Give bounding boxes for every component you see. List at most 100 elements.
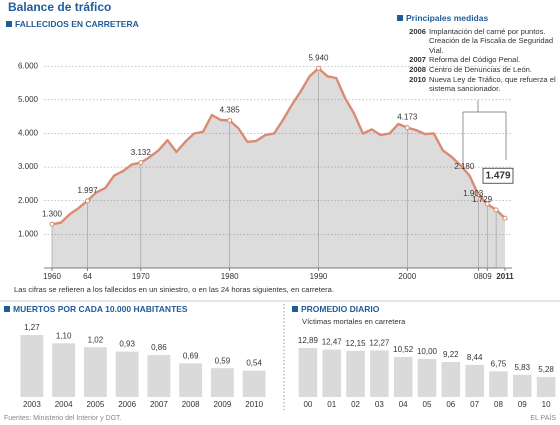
x-tick-label: 02 [351, 400, 360, 409]
measure-year: 2008 [409, 64, 426, 74]
measures-title: Principales medidas [397, 13, 559, 24]
value-label: 1,10 [56, 331, 72, 340]
y-tick-label: 5.000 [18, 95, 39, 104]
point [475, 192, 481, 198]
x-tick-label: 03 [375, 400, 384, 409]
value-label: 4.173 [397, 113, 418, 122]
y-tick-label: 1.000 [18, 229, 39, 238]
source: Fuentes: Ministerio del Interior y DGT. [4, 415, 122, 422]
x-tick-label: 1990 [310, 272, 328, 281]
point [85, 198, 91, 204]
chart-title: FALLECIDOS EN CARRETERA [15, 19, 139, 29]
bar [242, 370, 266, 397]
bar [465, 364, 484, 397]
x-tick-label: 2004 [55, 400, 73, 409]
bar [179, 363, 203, 397]
area-fill [52, 68, 505, 268]
value-label: 1,27 [24, 323, 40, 332]
bar [210, 368, 234, 397]
value-label: 5,83 [514, 363, 530, 372]
value-label: 0,59 [215, 356, 231, 365]
x-tick-label: 08 [494, 400, 503, 409]
point [404, 125, 410, 131]
bar [417, 358, 437, 397]
x-tick-label: 2008 [182, 400, 200, 409]
x-tick-label: 01 [327, 400, 336, 409]
measure: 2007 Reforma del Código Penal. [397, 55, 559, 65]
label-box [482, 167, 514, 184]
x-tick-label: 2000 [398, 272, 416, 281]
value-label: 5.940 [308, 53, 329, 62]
bar [147, 355, 171, 397]
measure-text: Centro de Denuncias de León. [429, 64, 533, 74]
bar [52, 343, 76, 397]
bullet [4, 306, 10, 312]
bar [346, 350, 365, 397]
plot: 1.000 2.000 3.000 4.000 5.000 6.000 1960 64 1970… [18, 53, 514, 281]
x-tick-label: 2011 [496, 272, 514, 281]
chart-title: MUERTOS POR CADA 10.000 HABITANTES [13, 304, 188, 314]
value-label: 1.997 [78, 186, 99, 195]
value-label: 1.479 [485, 170, 510, 181]
x-tick-label: 2009 [213, 400, 231, 409]
point [138, 160, 144, 166]
bullet [6, 21, 12, 27]
value-label: 10,00 [417, 347, 438, 356]
bar [115, 351, 139, 397]
x-tick-label: 2005 [86, 400, 104, 409]
value-label: 6,75 [491, 359, 507, 368]
bar [512, 374, 532, 397]
measure: 2006 Implantación del carné por puntos. C… [397, 27, 559, 56]
line [51, 67, 506, 226]
measure-text: Nueva Ley de Tráfico, que refuerza el si… [429, 74, 556, 94]
x-tick-label: 08 [474, 272, 483, 281]
measure-text: Reforma del Código Penal. [429, 55, 521, 65]
value-label: 2.180 [454, 162, 475, 171]
x-tick-label: 07 [470, 400, 479, 409]
bar-chart: 1,27 2003 1,10 2004 1,02 2005 0,93 2006 0,86 2007… [20, 323, 266, 409]
value-label: 1.903 [463, 189, 484, 198]
measures: Principales medidas 2006 Implantación del… [397, 13, 559, 94]
point [502, 215, 508, 221]
bar [322, 349, 342, 397]
bar [20, 335, 44, 397]
x-tick-label: 00 [303, 400, 312, 409]
bar [441, 361, 461, 397]
measure: 2008 Centro de Denuncias de León. [397, 65, 559, 75]
x-tick-label: 09 [483, 272, 492, 281]
bar-chart: 12,89 00 12,47 01 12,15 02 12,27 03 10,52 04 10,00… [298, 336, 556, 409]
x-tick-label: 09 [518, 400, 527, 409]
chart-subtitle: Víctimas mortales en carretera [302, 317, 406, 326]
value-label: 12,89 [298, 336, 319, 345]
bar [83, 347, 107, 397]
bar [489, 371, 508, 397]
value-label: 12,47 [322, 338, 343, 347]
value-label: 0,93 [119, 340, 135, 349]
bar [536, 376, 556, 397]
note: Las cifras se refieren a los fallecidos … [14, 285, 334, 294]
y-tick-label: 4.000 [18, 129, 39, 138]
x-tick-label: 05 [423, 400, 432, 409]
value-label: 12,15 [346, 339, 367, 348]
x-tick-label: 04 [399, 400, 408, 409]
bar [393, 357, 413, 397]
point [493, 207, 499, 213]
x-tick-label: 1980 [221, 272, 239, 281]
value-label: 1,02 [88, 335, 104, 344]
value-label: 5,28 [538, 365, 554, 374]
x-tick-label: 2003 [23, 400, 41, 409]
value-label: 9,22 [443, 350, 459, 359]
value-label: 0,69 [183, 351, 199, 360]
bullet [292, 306, 298, 312]
value-label: 4.385 [220, 106, 241, 115]
measure: 2010 Nueva Ley de Tráfico, que refuerza e… [397, 75, 559, 94]
point [315, 65, 321, 71]
value-label: 8,44 [467, 353, 483, 362]
x-tick-label: 06 [446, 400, 455, 409]
value-label: 3.132 [131, 148, 152, 157]
x-tick-label: 1960 [43, 272, 61, 281]
y-tick-label: 2.000 [18, 196, 39, 205]
value-label: 10,52 [393, 345, 414, 354]
bar [370, 350, 389, 397]
